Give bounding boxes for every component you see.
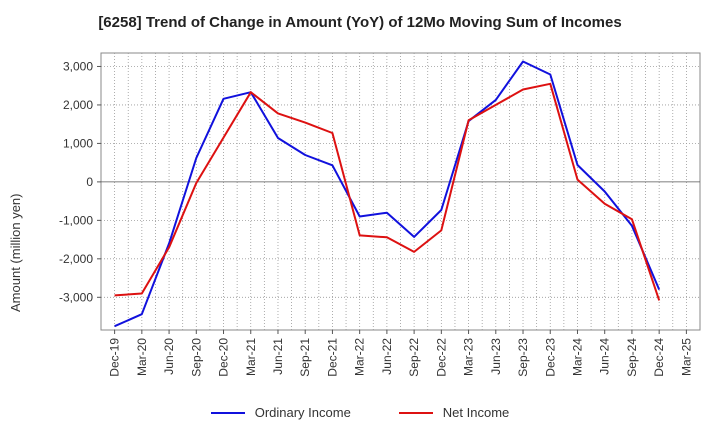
x-tick-label: Dec-21: [325, 338, 339, 377]
x-tick-label: Mar-20: [135, 338, 149, 376]
x-tick-label: Mar-21: [244, 338, 258, 376]
series-line-ordinary-income: [114, 60, 661, 328]
x-tick-label: Dec-24: [652, 338, 666, 377]
y-tick-label: -2,000: [59, 252, 93, 266]
x-tick-label: Dec-20: [217, 338, 231, 377]
x-tick-label: Jun-24: [598, 338, 612, 375]
x-tick-label: Dec-19: [108, 338, 122, 377]
legend-swatch-net-income: [398, 411, 433, 414]
x-tick-label: Sep-23: [516, 338, 530, 377]
legend-item-net-income: Net Income: [398, 405, 510, 420]
y-tick-label: -3,000: [59, 290, 93, 304]
y-tick-label: 0: [86, 175, 93, 189]
x-tick-label: Dec-23: [543, 338, 557, 377]
x-tick-label: Sep-22: [407, 338, 421, 377]
series-line-net-income: [114, 82, 661, 301]
x-tick-label: Mar-25: [679, 338, 693, 376]
x-tick-label: Sep-20: [189, 338, 203, 377]
x-tick-label: Jun-21: [271, 338, 285, 375]
legend-swatch-ordinary-income: [210, 411, 245, 414]
x-tick-label: Jun-23: [489, 338, 503, 375]
legend-label-ordinary-income: Ordinary Income: [254, 405, 351, 420]
y-tick-label: 1,000: [63, 136, 93, 150]
y-tick-label: 3,000: [63, 59, 93, 73]
x-tick-label: Sep-24: [625, 338, 639, 377]
y-tick-label: 2,000: [63, 98, 93, 112]
x-tick-label: Sep-21: [298, 338, 312, 377]
x-tick-label: Mar-22: [353, 338, 367, 376]
y-tick-label: -1,000: [59, 213, 93, 227]
x-tick-label: Dec-22: [434, 338, 448, 377]
x-tick-label: Jun-20: [162, 338, 176, 375]
x-tick-label: Mar-24: [570, 338, 584, 376]
x-tick-label: Mar-23: [462, 338, 476, 376]
legend: Ordinary Income Net Income: [0, 405, 720, 420]
x-tick-label: Jun-22: [380, 338, 394, 375]
legend-label-net-income: Net Income: [442, 405, 510, 420]
chart-title: [6258] Trend of Change in Amount (YoY) o…: [98, 14, 622, 31]
legend-item-ordinary-income: Ordinary Income: [210, 405, 351, 420]
